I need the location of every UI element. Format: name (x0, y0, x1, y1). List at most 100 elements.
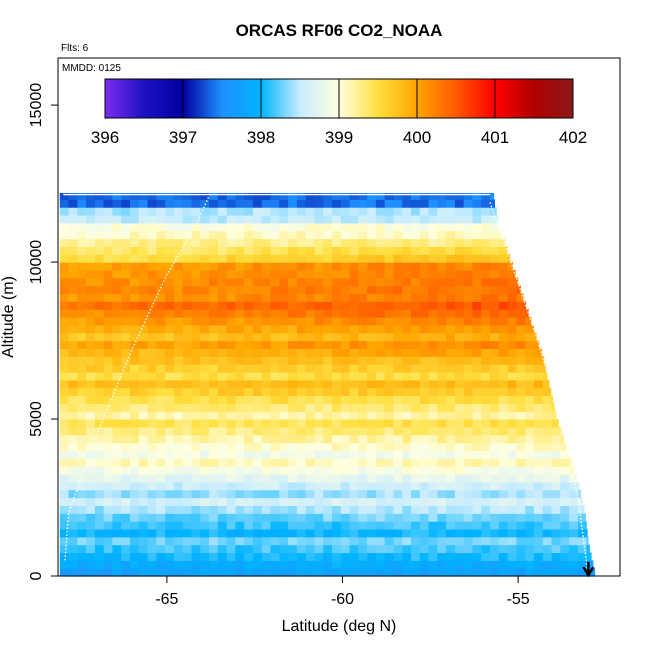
heatmap-cell (217, 317, 228, 326)
heatmap-cell (147, 419, 157, 428)
heatmap-cell (68, 348, 78, 357)
heatmap-cell (349, 356, 359, 365)
heatmap-cell (130, 497, 140, 506)
heatmap-cell (94, 466, 105, 475)
heatmap-cell (428, 371, 438, 381)
heatmap-cell (446, 450, 456, 459)
heatmap-cell (454, 458, 465, 467)
heatmap-cell (103, 348, 114, 357)
heatmap-cell (358, 371, 368, 381)
heatmap-cell (200, 348, 210, 357)
heatmap-cell (367, 254, 377, 263)
heatmap-cell (525, 403, 535, 412)
heatmap-cell (279, 309, 289, 318)
heatmap-cell (68, 536, 78, 546)
heatmap-cell (490, 348, 500, 357)
heatmap-cell (551, 489, 561, 499)
heatmap-cell (94, 317, 105, 326)
heatmap-cell (367, 466, 377, 475)
heatmap-cell (551, 536, 561, 546)
heatmap-cell (533, 521, 544, 530)
heatmap-cell (542, 473, 553, 483)
heatmap-cell (358, 207, 368, 216)
heatmap-cell (270, 536, 280, 546)
heatmap-cell (112, 403, 122, 412)
heatmap-cell (446, 293, 456, 302)
heatmap-cell (165, 395, 175, 404)
heatmap-cell (349, 489, 359, 499)
heatmap-cell (217, 473, 228, 483)
heatmap-cell (577, 536, 588, 546)
heatmap-cell (217, 214, 228, 224)
heatmap-cell (270, 450, 280, 459)
heatmap-cell (226, 560, 236, 569)
heatmap-cell (209, 521, 219, 530)
heatmap-cell (138, 426, 149, 436)
heatmap-cell (182, 473, 193, 483)
heatmap-cell (454, 254, 465, 263)
heatmap-cell (261, 230, 272, 240)
heatmap-cell (103, 301, 114, 310)
heatmap-cell (367, 348, 377, 357)
heatmap-cell (165, 199, 175, 208)
heatmap-cell (252, 317, 263, 326)
heatmap-cell (472, 262, 482, 271)
heatmap-cell (498, 552, 509, 561)
heatmap-cell (200, 552, 210, 561)
heatmap-cell (384, 317, 395, 326)
heatmap-cell (340, 466, 351, 475)
heatmap-cell (279, 324, 289, 334)
heatmap-cell (542, 560, 553, 569)
heatmap-cell (384, 521, 395, 530)
heatmap-cell (428, 442, 438, 452)
heatmap-cell (200, 222, 210, 232)
heatmap-cell (173, 450, 184, 459)
heatmap-cell (498, 364, 509, 373)
heatmap-cell (217, 199, 228, 208)
heatmap-cell (481, 371, 491, 381)
heatmap-cell (349, 324, 359, 334)
heatmap-cell (191, 442, 201, 452)
heatmap-cell (261, 269, 272, 279)
heatmap-cell (472, 434, 482, 444)
heatmap-cell (367, 246, 377, 255)
heatmap-cell (305, 324, 316, 334)
heatmap-cell (147, 192, 157, 200)
heatmap-cell (349, 277, 359, 287)
heatmap-cell (209, 293, 219, 302)
heatmap-cell (86, 521, 96, 530)
heatmap-cell (437, 513, 447, 522)
heatmap-cell (331, 536, 342, 546)
heatmap-cell (94, 505, 105, 514)
heatmap-cell (86, 214, 96, 224)
heatmap-cell (156, 403, 166, 412)
heatmap-cell (103, 489, 114, 499)
heatmap-cell (112, 505, 122, 514)
heatmap-cell (569, 528, 579, 538)
heatmap-cell (367, 450, 377, 459)
heatmap-cell (261, 419, 272, 428)
heatmap-cell (402, 262, 412, 271)
heatmap-cell (182, 426, 193, 436)
heatmap-cell (209, 560, 219, 569)
heatmap-cell (314, 269, 324, 279)
heatmap-cell (156, 411, 166, 420)
heatmap-cell (173, 552, 184, 561)
heatmap-cell (165, 269, 175, 279)
heatmap-cell (191, 379, 201, 389)
heatmap-cell (244, 364, 254, 373)
heatmap-cell (428, 560, 438, 569)
heatmap-cell (235, 528, 245, 538)
heatmap-cell (156, 364, 166, 373)
heatmap-cell (419, 309, 430, 318)
heatmap-cell (402, 466, 412, 475)
heatmap-cell (130, 505, 140, 514)
heatmap-cell (411, 544, 421, 554)
heatmap-cell (165, 536, 175, 546)
heatmap-cell (130, 309, 140, 318)
heatmap-cell (130, 214, 140, 224)
heatmap-cell (173, 269, 184, 279)
heatmap-cell (252, 552, 263, 561)
heatmap-cell (182, 379, 193, 389)
heatmap-cell (200, 254, 210, 263)
